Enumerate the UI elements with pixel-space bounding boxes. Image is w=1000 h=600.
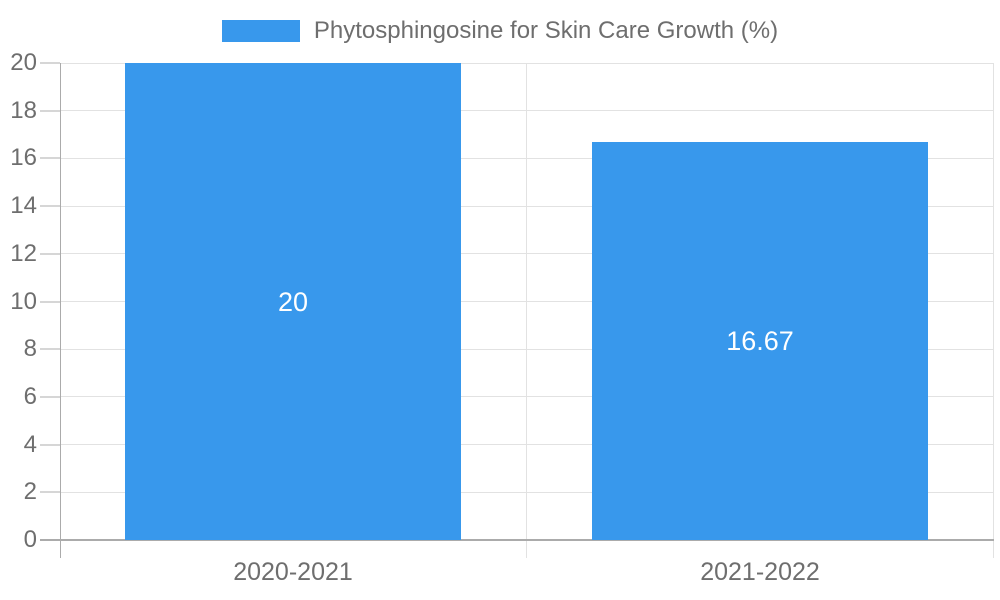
y-axis-tick-label: 6 xyxy=(23,382,37,410)
category-separator-line xyxy=(526,63,527,558)
y-axis-tick-label: 2 xyxy=(23,478,37,506)
y-axis-tick xyxy=(40,300,60,303)
bar-value-label: 20 xyxy=(277,287,309,317)
x-axis-line xyxy=(60,539,994,541)
y-axis-tick xyxy=(40,109,60,112)
legend-label: Phytosphingosine for Skin Care Growth (%… xyxy=(313,17,779,44)
y-axis-tick-label: 0 xyxy=(23,526,37,553)
y-axis-tick xyxy=(40,205,60,208)
y-axis-tick xyxy=(40,348,60,351)
y-axis-tick-label: 20 xyxy=(10,49,37,76)
bar-2020-2021 xyxy=(125,63,461,540)
y-axis-tick-label: 4 xyxy=(23,430,37,458)
y-axis-tick-label: 8 xyxy=(23,335,37,363)
y-axis-tick xyxy=(40,62,60,64)
bar-value-label: 16.67 xyxy=(726,326,794,356)
y-axis-tick xyxy=(40,395,60,398)
y-axis-tick-label: 10 xyxy=(10,287,37,315)
y-axis-tick xyxy=(40,539,60,541)
x-axis-category-label: 2021-2022 xyxy=(700,558,820,586)
y-axis-tick xyxy=(40,443,60,446)
bar-2021-2022 xyxy=(592,142,928,540)
y-axis-tick-label: 16 xyxy=(10,144,37,172)
y-axis-tick xyxy=(40,491,60,494)
legend-swatch-icon xyxy=(221,20,300,42)
y-axis-tick xyxy=(40,157,60,160)
legend[interactable]: Phytosphingosine for Skin Care Growth (%… xyxy=(0,17,1000,45)
y-axis-line xyxy=(59,63,61,558)
y-axis-tick-label: 18 xyxy=(10,96,37,124)
y-axis-tick-label: 12 xyxy=(10,239,37,267)
y-axis-tick-label: 14 xyxy=(10,192,37,220)
category-separator-line xyxy=(992,63,994,558)
y-axis-tick xyxy=(40,252,60,255)
x-axis-category-label: 2020-2021 xyxy=(233,558,353,586)
